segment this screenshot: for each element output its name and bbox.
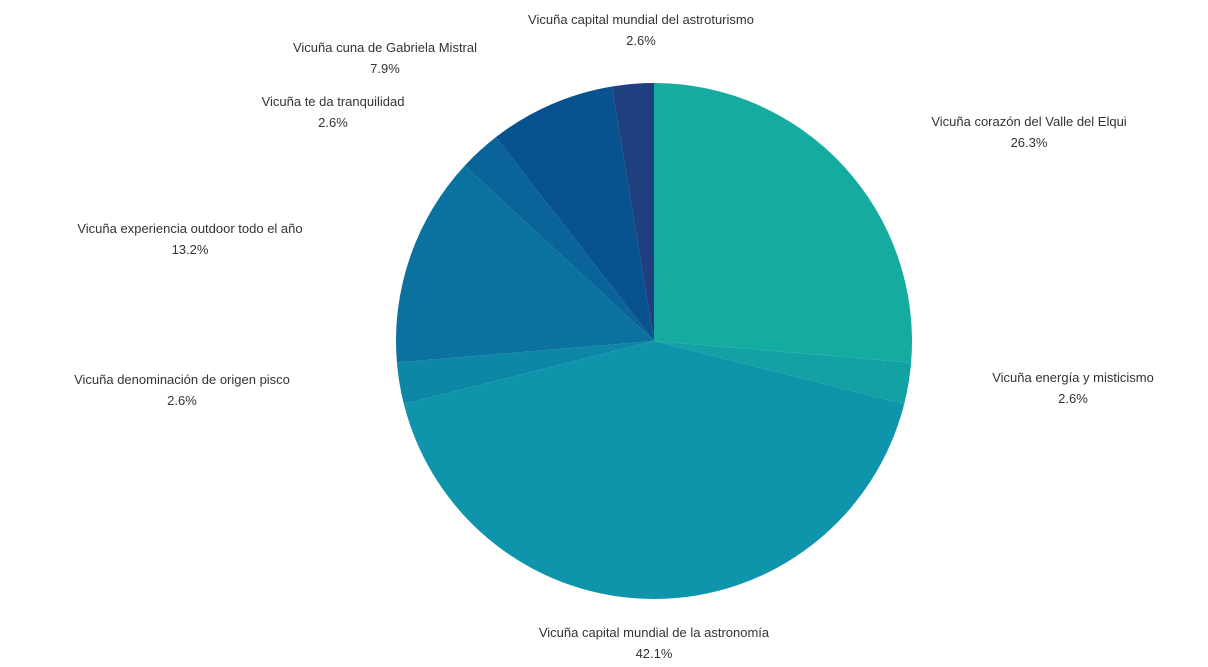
slice-label-6: Vicuña te da tranquilidad — [262, 94, 405, 109]
slice-label-2: Vicuña energía y misticismo — [992, 370, 1154, 385]
pie-slice-7 — [495, 86, 654, 341]
slice-percent-3: 42.1% — [636, 646, 673, 661]
slice-percent-5: 13.2% — [172, 242, 209, 257]
slice-label-3: Vicuña capital mundial de la astronomía — [539, 625, 770, 640]
pie-slice-6 — [464, 137, 654, 341]
pie-slice-8 — [612, 83, 654, 341]
pie-slice-1 — [654, 83, 912, 363]
slice-percent-4: 2.6% — [167, 393, 197, 408]
slice-percent-7: 7.9% — [370, 61, 400, 76]
slice-percent-2: 2.6% — [1058, 391, 1088, 406]
slice-percent-8: 2.6% — [626, 33, 656, 48]
pie-labels: Vicuña corazón del Valle del Elqui 26.3% V… — [74, 12, 1154, 661]
pie-slice-2 — [654, 341, 912, 405]
pie-slice-5 — [396, 165, 654, 363]
slice-label-8: Vicuña capital mundial del astroturismo — [528, 12, 754, 27]
slice-percent-1: 26.3% — [1011, 135, 1048, 150]
pie-slice-4 — [396, 341, 654, 405]
slice-percent-6: 2.6% — [318, 115, 348, 130]
pie-slice-3 — [403, 341, 905, 600]
pie-slices — [396, 83, 912, 600]
slice-label-5: Vicuña experiencia outdoor todo el año — [77, 221, 302, 236]
slice-label-1: Vicuña corazón del Valle del Elqui — [931, 114, 1126, 129]
slice-label-7: Vicuña cuna de Gabriela Mistral — [293, 40, 477, 55]
slice-label-4: Vicuña denominación de origen pisco — [74, 372, 290, 387]
